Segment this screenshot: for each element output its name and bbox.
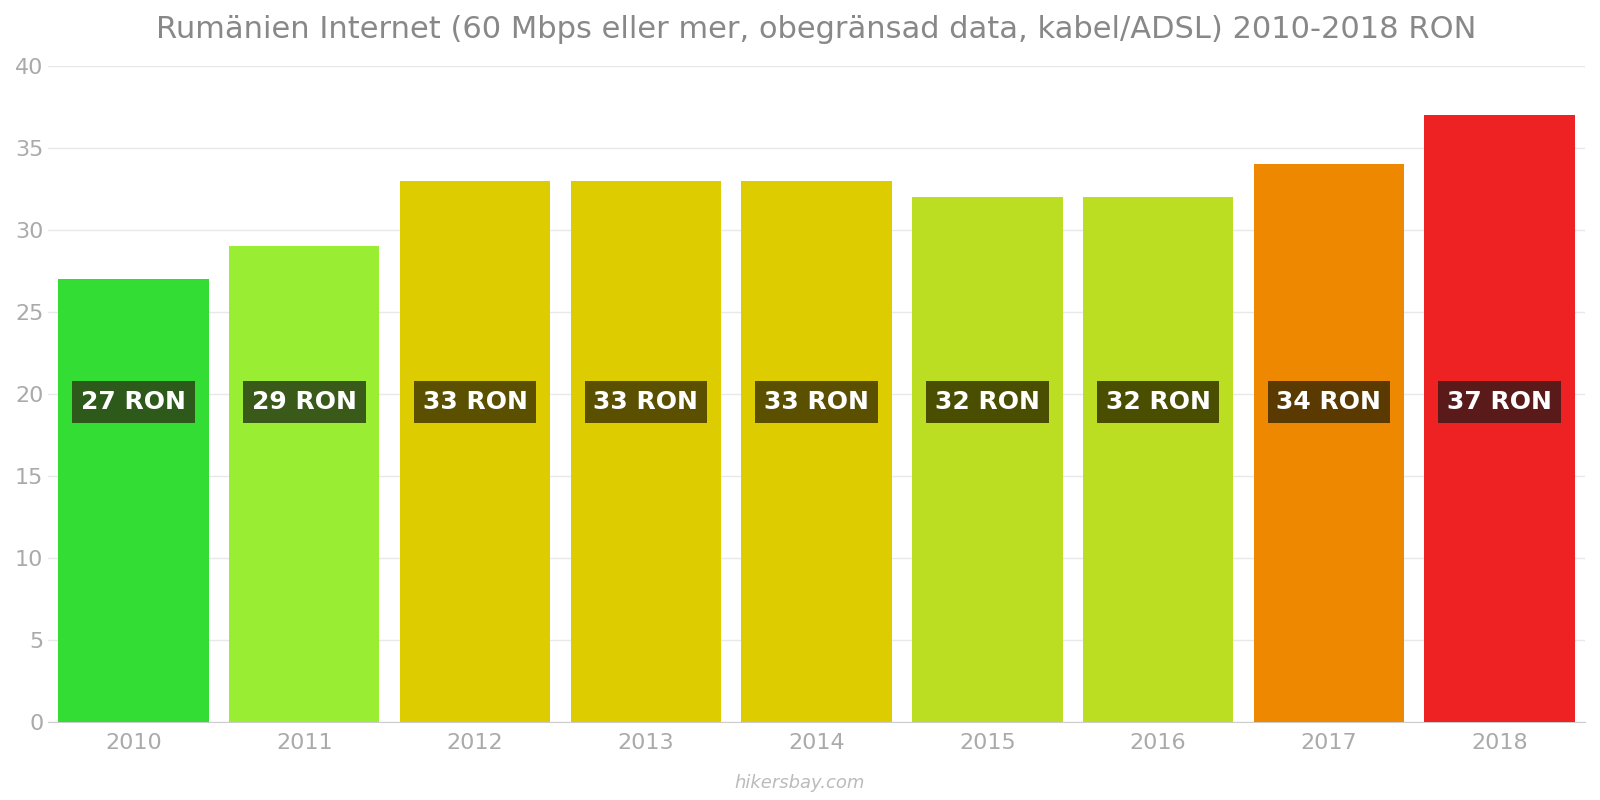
Text: 32 RON: 32 RON <box>1106 390 1211 414</box>
Text: 37 RON: 37 RON <box>1446 390 1552 414</box>
Bar <box>59 279 208 722</box>
Text: 34 RON: 34 RON <box>1277 390 1381 414</box>
Text: 29 RON: 29 RON <box>251 390 357 414</box>
Bar <box>1424 115 1574 722</box>
Text: 33 RON: 33 RON <box>422 390 528 414</box>
Bar <box>912 197 1062 722</box>
Bar <box>741 181 891 722</box>
Text: hikersbay.com: hikersbay.com <box>734 774 866 792</box>
Bar <box>400 181 550 722</box>
Bar <box>571 181 722 722</box>
Text: 27 RON: 27 RON <box>82 390 186 414</box>
Text: 32 RON: 32 RON <box>934 390 1040 414</box>
Text: 33 RON: 33 RON <box>594 390 698 414</box>
Title: Rumänien Internet (60 Mbps eller mer, obegränsad data, kabel/ADSL) 2010-2018 RON: Rumänien Internet (60 Mbps eller mer, ob… <box>157 15 1477 44</box>
Bar <box>1083 197 1234 722</box>
Bar <box>229 246 379 722</box>
Bar <box>1254 164 1405 722</box>
Text: 33 RON: 33 RON <box>765 390 869 414</box>
